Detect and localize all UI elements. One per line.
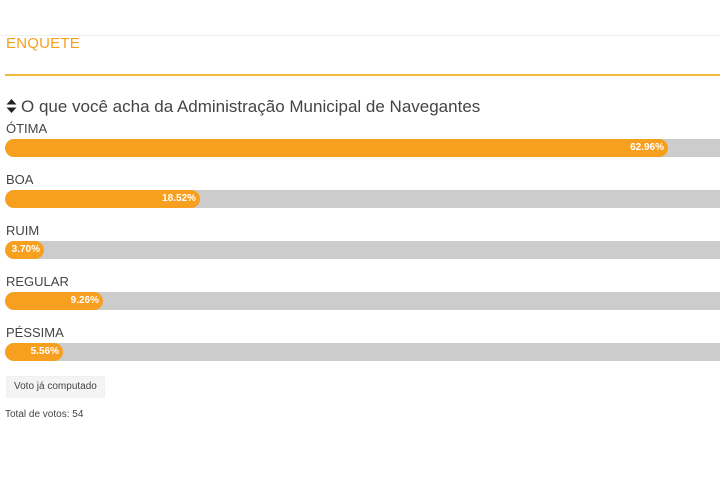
- section-title: ENQUETE: [6, 35, 80, 52]
- poll-option-track: 5.56%: [5, 343, 720, 361]
- poll-option-track: 18.52%: [5, 190, 720, 208]
- poll-option: REGULAR 9.26%: [5, 274, 720, 310]
- poll-question-text: O que você acha da Administração Municip…: [21, 97, 481, 116]
- poll-option-label: PÉSSIMA: [6, 325, 64, 340]
- poll-option-bar: 5.56%: [5, 343, 63, 361]
- poll-option-label: RUIM: [6, 223, 40, 238]
- poll-option-bar: 3.70%: [5, 241, 44, 259]
- poll-question: O que você acha da Administração Municip…: [6, 96, 480, 119]
- poll-option-track: 3.70%: [5, 241, 720, 259]
- top-divider: [0, 35, 720, 36]
- section-title-underline: [5, 74, 720, 76]
- poll-option: BOA 18.52%: [5, 172, 720, 208]
- poll-option-label: BOA: [6, 172, 34, 187]
- poll-option-label: REGULAR: [6, 274, 69, 289]
- vote-computed-button[interactable]: Voto já computado: [6, 376, 105, 398]
- poll-option-track: 62.96%: [5, 139, 720, 157]
- poll-option-label: ÓTIMA: [6, 121, 48, 136]
- poll-option: PÉSSIMA 5.56%: [5, 325, 720, 361]
- poll-option-bar: 9.26%: [5, 292, 103, 310]
- poll-option-bar: 62.96%: [5, 139, 668, 157]
- sort-icon: [6, 97, 17, 119]
- poll-option-track: 9.26%: [5, 292, 720, 310]
- poll-option: ÓTIMA 62.96%: [5, 121, 720, 157]
- total-votes: Total de votos: 54: [5, 409, 84, 420]
- poll-option: RUIM 3.70%: [5, 223, 720, 259]
- poll-option-bar: 18.52%: [5, 190, 200, 208]
